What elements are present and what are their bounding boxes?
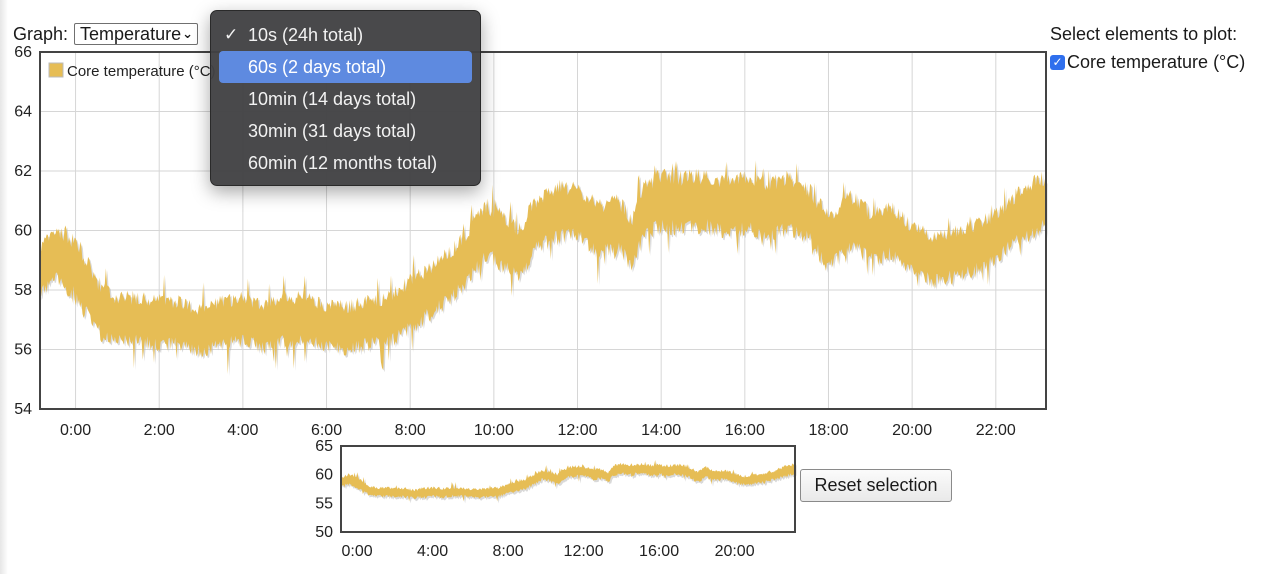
y-tick-label: 58 bbox=[14, 282, 32, 299]
y-tick-label: 54 bbox=[14, 401, 32, 418]
x-tick-label: 0:00 bbox=[341, 543, 372, 560]
x-tick-label: 4:00 bbox=[417, 543, 448, 560]
legend-swatch bbox=[48, 62, 64, 78]
x-tick-label: 20:00 bbox=[892, 422, 932, 439]
resolution-dropdown-menu: ✓ 10s (24h total) 60s (2 days total) 10m… bbox=[210, 10, 481, 186]
plot-options-panel: Select elements to plot: ✓ Core temperat… bbox=[1050, 24, 1245, 73]
menu-item-10min[interactable]: 10min (14 days total) bbox=[219, 83, 472, 115]
plot-frame bbox=[39, 51, 1047, 410]
menu-item-label: 60min (12 months total) bbox=[248, 152, 438, 173]
y-tick-label: 62 bbox=[14, 163, 32, 180]
y-tick-label: 55 bbox=[315, 495, 333, 512]
checkmark-icon: ✓ bbox=[224, 25, 239, 44]
x-tick-label: 0:00 bbox=[60, 422, 91, 439]
core-temperature-checkbox[interactable]: ✓ bbox=[1050, 55, 1065, 70]
graph-label: Graph: bbox=[13, 23, 69, 44]
x-tick-label: 20:00 bbox=[715, 543, 755, 560]
y-tick-label: 56 bbox=[14, 342, 32, 359]
y-tick-label: 60 bbox=[14, 223, 32, 240]
graph-select-value: Temperature bbox=[80, 24, 182, 44]
x-tick-label: 22:00 bbox=[976, 422, 1016, 439]
y-tick-label: 65 bbox=[315, 438, 333, 455]
y-tick-label: 60 bbox=[315, 467, 333, 484]
x-tick-label: 8:00 bbox=[395, 422, 426, 439]
legend-label: Core temperature (°C) bbox=[67, 63, 216, 80]
x-tick-label: 14:00 bbox=[641, 422, 681, 439]
x-tick-label: 4:00 bbox=[227, 422, 258, 439]
x-tick-label: 2:00 bbox=[144, 422, 175, 439]
x-tick-label: 6:00 bbox=[311, 422, 342, 439]
graph-selector-row: Graph: Temperature ⌄ bbox=[13, 22, 199, 46]
core-temperature-option-label: Core temperature (°C) bbox=[1067, 52, 1246, 72]
window-edge-shade bbox=[0, 0, 8, 574]
menu-item-60min[interactable]: 60min (12 months total) bbox=[219, 147, 472, 179]
graph-select[interactable]: Temperature ⌄ bbox=[74, 23, 199, 45]
menu-item-30min[interactable]: 30min (31 days total) bbox=[219, 115, 472, 147]
x-tick-label: 12:00 bbox=[557, 422, 597, 439]
y-tick-label: 66 bbox=[14, 44, 32, 61]
menu-item-label: 60s (2 days total) bbox=[248, 56, 387, 77]
plot-options-title: Select elements to plot: bbox=[1050, 24, 1238, 44]
series-line-core-temperature bbox=[40, 160, 1046, 374]
main-chart[interactable]: 54 56 58 60 62 64 66 0:00 2:00 4:00 6:00 8:00 10:00 1… bbox=[0, 40, 1060, 445]
y-tick-label: 64 bbox=[14, 104, 32, 121]
reset-selection-button[interactable]: Reset selection bbox=[800, 469, 952, 502]
chevron-down-icon: ⌄ bbox=[182, 26, 194, 41]
menu-item-10s[interactable]: ✓ 10s (24h total) bbox=[219, 19, 472, 51]
series-line-core-temperature bbox=[341, 460, 795, 502]
menu-item-60s[interactable]: 60s (2 days total) bbox=[219, 51, 472, 83]
core-temperature-option[interactable]: ✓ Core temperature (°C) bbox=[1050, 52, 1245, 73]
plot-frame bbox=[340, 445, 796, 533]
x-tick-label: 18:00 bbox=[808, 422, 848, 439]
menu-item-label: 10s (24h total) bbox=[248, 24, 364, 45]
x-tick-label: 8:00 bbox=[492, 543, 523, 560]
x-tick-label: 16:00 bbox=[639, 543, 679, 560]
x-tick-label: 10:00 bbox=[474, 422, 514, 439]
menu-item-label: 30min (31 days total) bbox=[248, 120, 417, 141]
x-tick-label: 16:00 bbox=[725, 422, 765, 439]
menu-item-label: 10min (14 days total) bbox=[248, 88, 417, 109]
overview-chart[interactable]: 50 55 60 65 0:00 4:00 8:00 12:00 16:00 20:00 bbox=[300, 436, 800, 570]
x-tick-label: 12:00 bbox=[564, 543, 604, 560]
y-tick-label: 50 bbox=[315, 524, 333, 541]
